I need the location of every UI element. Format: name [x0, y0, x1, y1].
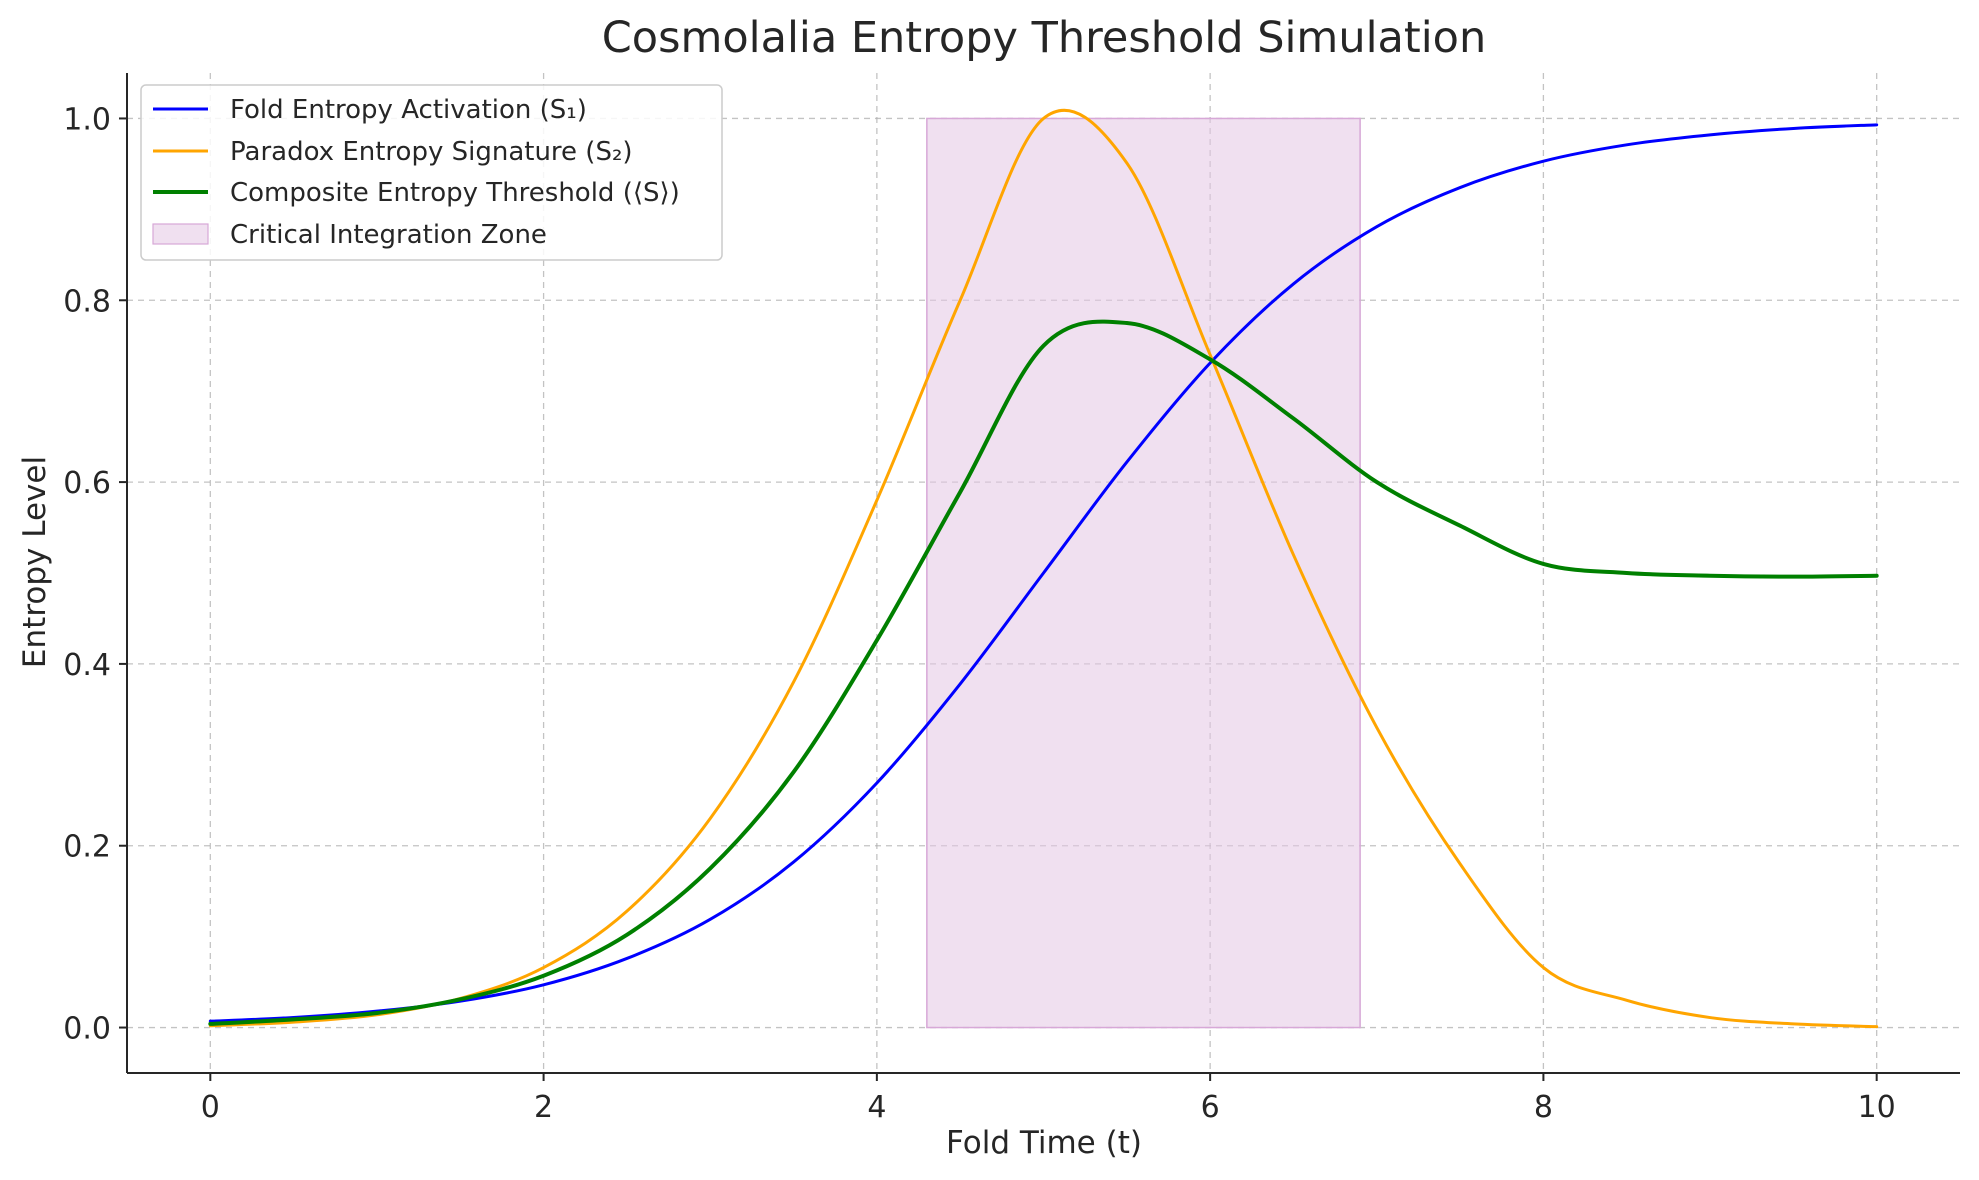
legend-label: Paradox Entropy Signature (S₂)	[230, 137, 633, 167]
x-tick-label: 8	[1534, 1090, 1553, 1125]
legend-label: Fold Entropy Activation (S₁)	[230, 95, 587, 125]
legend-item-fold-entropy: Fold Entropy Activation (S₁)	[153, 95, 587, 125]
y-tick-label: 0.0	[63, 1012, 111, 1047]
chart-title: Cosmolalia Entropy Threshold Simulation	[602, 13, 1487, 63]
fold-entropy-activation-line	[208, 123, 1879, 1023]
x-axis-label: Fold Time (t)	[946, 1125, 1142, 1161]
tick-labels: 0 2 4 6 8 10 0.0 0.2 0.4 0.6 0.8 1.0	[63, 102, 1895, 1125]
legend-swatch	[152, 223, 209, 245]
paradox-entropy-signature-line	[208, 108, 1879, 1029]
legend-item-paradox-entropy: Paradox Entropy Signature (S₂)	[153, 137, 633, 167]
legend-box	[140, 84, 723, 261]
x-tick-label: 10	[1858, 1090, 1896, 1125]
y-tick-label: 0.4	[63, 648, 111, 683]
legend: Fold Entropy Activation (S₁) Paradox Entr…	[140, 84, 723, 261]
critical-zone-layer	[926, 117, 1361, 1029]
y-tick-label: 0.2	[63, 830, 111, 865]
y-tick-label: 0.8	[63, 284, 111, 319]
x-tick-label: 0	[201, 1090, 220, 1125]
x-tick-label: 6	[1201, 1090, 1220, 1125]
x-tick-label: 2	[534, 1090, 553, 1125]
y-tick-label: 1.0	[63, 102, 111, 137]
composite-entropy-threshold-line	[208, 319, 1879, 1026]
x-tick-label: 4	[867, 1090, 886, 1125]
axes	[126, 73, 1960, 1074]
legend-item-critical-zone: Critical Integration Zone	[152, 220, 547, 250]
y-axis-label: Entropy Level	[17, 456, 53, 668]
y-tick-label: 0.6	[63, 466, 111, 501]
series-layer	[208, 108, 1879, 1029]
legend-label: Composite Entropy Threshold (⟨S⟩)	[230, 178, 680, 208]
legend-item-composite-entropy: Composite Entropy Threshold (⟨S⟩)	[153, 178, 680, 208]
critical-integration-zone	[926, 117, 1361, 1029]
legend-label: Critical Integration Zone	[230, 220, 547, 250]
